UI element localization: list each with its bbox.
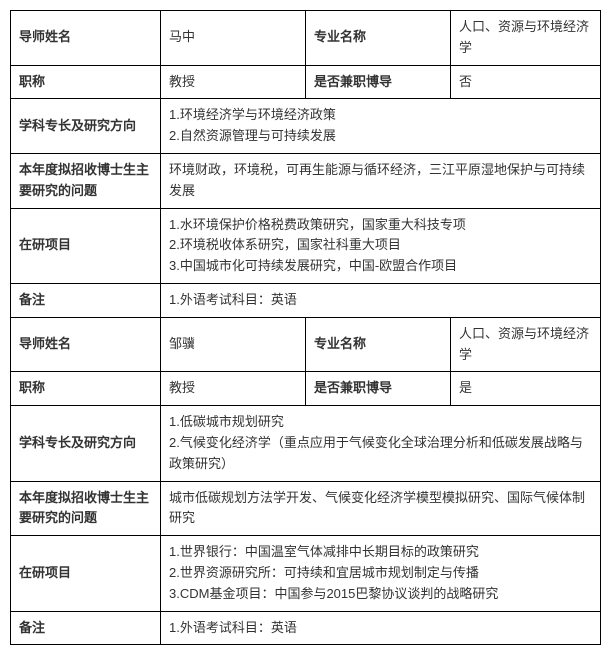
value-concurrent: 是: [451, 372, 601, 406]
table-row: 职称 教授 是否兼职博导 是: [11, 372, 601, 406]
table-row: 本年度拟招收博士生主要研究的问题 环境财政，环境税，可再生能源与循环经济，三江平…: [11, 153, 601, 208]
value-major: 人口、资源与环境经济学: [451, 317, 601, 372]
value-advisor: 马中: [161, 11, 306, 66]
list-item: 1.外语考试科目：英语: [169, 618, 592, 639]
list-item: 2.世界资源研究所：可持续和宜居城市规划制定与传播: [169, 563, 592, 584]
table-row: 职称 教授 是否兼职博导 否: [11, 65, 601, 99]
list-item: 1.世界银行：中国温室气体减排中长期目标的政策研究: [169, 542, 592, 563]
list-item: 1.水环境保护价格税费政策研究，国家重大科技专项: [169, 215, 592, 236]
value-advisor: 邹骥: [161, 317, 306, 372]
value-projects: 1.世界银行：中国温室气体减排中长期目标的政策研究 2.世界资源研究所：可持续和…: [161, 536, 601, 611]
list-item: 3.CDM基金项目：中国参与2015巴黎协议谈判的战略研究: [169, 584, 592, 605]
table-row: 备注 1.外语考试科目：英语: [11, 611, 601, 645]
value-major: 人口、资源与环境经济学: [451, 11, 601, 66]
list-item: 1.环境经济学与环境经济政策: [169, 105, 592, 126]
list-item: 2.自然资源管理与可持续发展: [169, 126, 592, 147]
label-notes: 备注: [11, 611, 161, 645]
label-major-name: 专业名称: [306, 317, 451, 372]
table-row: 在研项目 1.世界银行：中国温室气体减排中长期目标的政策研究 2.世界资源研究所…: [11, 536, 601, 611]
list-item: 1.外语考试科目：英语: [169, 290, 592, 311]
value-notes: 1.外语考试科目：英语: [161, 611, 601, 645]
value-specialty: 1.低碳城市规划研究 2.气候变化经济学（重点应用于气候变化全球治理分析和低碳发…: [161, 406, 601, 481]
list-item: 2.环境税收体系研究，国家社科重大项目: [169, 235, 592, 256]
label-phd-topics: 本年度拟招收博士生主要研究的问题: [11, 153, 161, 208]
label-title: 职称: [11, 372, 161, 406]
list-item: 1.低碳城市规划研究: [169, 412, 592, 433]
table-row: 本年度拟招收博士生主要研究的问题 城市低碳规划方法学开发、气候变化经济学模型模拟…: [11, 481, 601, 536]
value-title: 教授: [161, 65, 306, 99]
label-advisor-name: 导师姓名: [11, 317, 161, 372]
label-projects: 在研项目: [11, 536, 161, 611]
table-row: 学科专长及研究方向 1.环境经济学与环境经济政策 2.自然资源管理与可持续发展: [11, 99, 601, 154]
value-phd-topics: 环境财政，环境税，可再生能源与循环经济，三江平原湿地保护与可持续发展: [161, 153, 601, 208]
table-row: 导师姓名 邹骥 专业名称 人口、资源与环境经济学: [11, 317, 601, 372]
label-title: 职称: [11, 65, 161, 99]
label-phd-topics: 本年度拟招收博士生主要研究的问题: [11, 481, 161, 536]
label-major-name: 专业名称: [306, 11, 451, 66]
value-phd-topics: 城市低碳规划方法学开发、气候变化经济学模型模拟研究、国际气候体制研究: [161, 481, 601, 536]
label-concurrent: 是否兼职博导: [306, 372, 451, 406]
label-projects: 在研项目: [11, 208, 161, 283]
table-row: 在研项目 1.水环境保护价格税费政策研究，国家重大科技专项 2.环境税收体系研究…: [11, 208, 601, 283]
table-row: 学科专长及研究方向 1.低碳城市规划研究 2.气候变化经济学（重点应用于气候变化…: [11, 406, 601, 481]
advisor-tables: 导师姓名 马中 专业名称 人口、资源与环境经济学 职称 教授 是否兼职博导 否 …: [10, 10, 601, 645]
table-row: 备注 1.外语考试科目：英语: [11, 283, 601, 317]
label-concurrent: 是否兼职博导: [306, 65, 451, 99]
list-item: 3.中国城市化可持续发展研究，中国-欧盟合作项目: [169, 256, 592, 277]
value-concurrent: 否: [451, 65, 601, 99]
label-specialty: 学科专长及研究方向: [11, 99, 161, 154]
value-specialty: 1.环境经济学与环境经济政策 2.自然资源管理与可持续发展: [161, 99, 601, 154]
value-notes: 1.外语考试科目：英语: [161, 283, 601, 317]
value-title: 教授: [161, 372, 306, 406]
value-projects: 1.水环境保护价格税费政策研究，国家重大科技专项 2.环境税收体系研究，国家社科…: [161, 208, 601, 283]
label-advisor-name: 导师姓名: [11, 11, 161, 66]
label-notes: 备注: [11, 283, 161, 317]
list-item: 2.气候变化经济学（重点应用于气候变化全球治理分析和低碳发展战略与政策研究）: [169, 433, 592, 475]
table-row: 导师姓名 马中 专业名称 人口、资源与环境经济学: [11, 11, 601, 66]
label-specialty: 学科专长及研究方向: [11, 406, 161, 481]
